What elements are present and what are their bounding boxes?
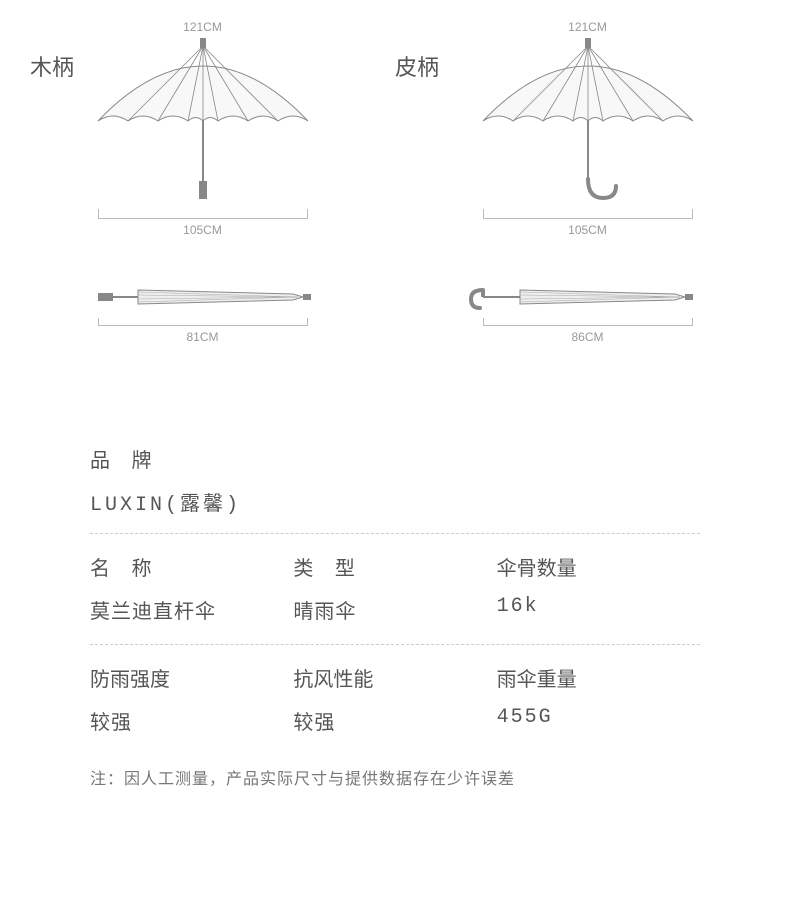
wind-label: 抗风性能 [293, 663, 496, 692]
spec-col-name: 名 称 莫兰迪直杆伞 [90, 552, 293, 644]
closed-umbrella-wood: 81CM [10, 282, 395, 344]
weight-value: 455G [497, 706, 700, 729]
closed-umbrella-leather: 86CM [395, 282, 780, 344]
ribs-value: 16k [497, 595, 700, 618]
diagram-col-leather: 皮柄 121CM 105CM [395, 20, 780, 344]
divider-2 [90, 644, 700, 645]
spec-col-ribs: 伞骨数量 16k [497, 552, 700, 644]
span-bar-wood [98, 209, 308, 219]
spec-row-2: 防雨强度 较强 抗风性能 较强 雨伞重量 455G [90, 663, 700, 755]
type-value: 晴雨伞 [293, 595, 496, 624]
umbrella-open-wood [83, 36, 323, 201]
brand-value: LUXIN(露馨) [90, 487, 700, 517]
spec-col-wind: 抗风性能 较强 [293, 663, 496, 755]
brand-block: 品 牌 LUXIN(露馨) [90, 444, 700, 517]
span-bar-leather [483, 209, 693, 219]
open-width-wood: 121CM [10, 20, 395, 34]
open-span-leather: 105CM [395, 223, 780, 237]
handle-label-wood: 木柄 [30, 50, 74, 82]
diagram-col-wood: 木柄 121CM 105CM [10, 20, 395, 344]
spec-col-rain: 防雨强度 较强 [90, 663, 293, 755]
open-span-wood: 105CM [10, 223, 395, 237]
spec-col-type: 类 型 晴雨伞 [293, 552, 496, 644]
umbrella-open-leather [468, 36, 708, 201]
umbrella-closed-wood [88, 282, 318, 312]
spec-section: 品 牌 LUXIN(露馨) 名 称 莫兰迪直杆伞 类 型 晴雨伞 伞骨数量 16… [0, 384, 790, 789]
note-text: 注：因人工测量，产品实际尺寸与提供数据存在少许误差 [90, 765, 700, 789]
spec-row-1: 名 称 莫兰迪直杆伞 类 型 晴雨伞 伞骨数量 16k [90, 552, 700, 644]
umbrella-closed-leather [465, 282, 710, 312]
open-width-leather: 121CM [395, 20, 780, 34]
spec-col-weight: 雨伞重量 455G [497, 663, 700, 755]
rain-value: 较强 [90, 706, 293, 735]
closed-bar-wood [98, 318, 308, 326]
diagram-wrap-leather: 121CM 105CM [395, 20, 780, 237]
weight-label: 雨伞重量 [497, 663, 700, 692]
ribs-label: 伞骨数量 [497, 552, 700, 581]
name-label: 名 称 [90, 552, 293, 581]
rain-label: 防雨强度 [90, 663, 293, 692]
brand-label: 品 牌 [90, 444, 700, 473]
name-value: 莫兰迪直杆伞 [90, 595, 293, 624]
closed-length-leather: 86CM [395, 330, 780, 344]
handle-label-leather: 皮柄 [395, 50, 439, 82]
divider-1 [90, 533, 700, 534]
diagrams-section: 木柄 121CM 105CM [0, 0, 790, 384]
closed-length-wood: 81CM [10, 330, 395, 344]
wind-value: 较强 [293, 706, 496, 735]
closed-bar-leather [483, 318, 693, 326]
type-label: 类 型 [293, 552, 496, 581]
